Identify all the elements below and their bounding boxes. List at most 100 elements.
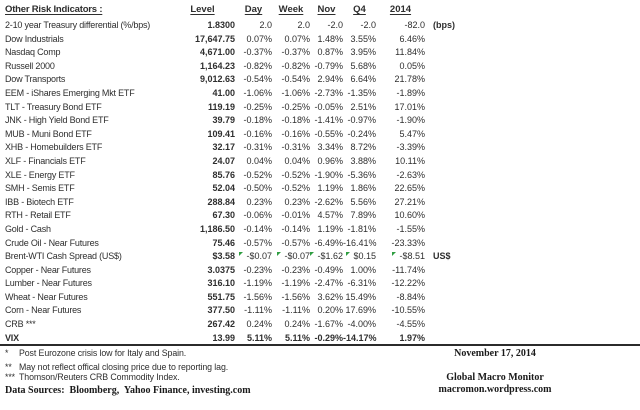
cell-day: -0.18% — [243, 115, 272, 126]
cell-week: -$0.07 — [272, 250, 310, 264]
cell-q4: 7.89% — [350, 210, 376, 221]
cell-week: -1.06% — [281, 87, 310, 98]
cell-nov: -2.73% — [314, 87, 343, 98]
cell-q4: 6.64% — [350, 74, 376, 85]
table-row: Gold - Cash 1,186.50 -0.14% -0.14% 1.19% -1.8… — [0, 223, 470, 237]
cell-week: -0.54% — [281, 74, 310, 85]
cell-y2014: 27.21% — [394, 196, 425, 207]
cell-level: 13.99 — [212, 332, 235, 343]
cell-y2014: -1.55% — [396, 223, 425, 234]
cell-y2014: -$8.51 — [376, 250, 425, 264]
table-row: MUB - Muni Bond ETF 109.41 -0.16% -0.16% -0.… — [0, 128, 470, 142]
cell-q4: 8.72% — [350, 142, 376, 153]
cell-y2014: 21.78% — [394, 74, 425, 85]
cell-day: -0.23% — [243, 264, 272, 275]
cell-label: IBB - Biotech ETF — [5, 196, 74, 207]
cell-q4: 1.86% — [350, 183, 376, 194]
cell-week: -0.37% — [281, 47, 310, 58]
cell-nov: -2.62% — [314, 196, 343, 207]
cell-week: 0.23% — [284, 196, 310, 207]
cell-label: XLE - Energy ETF — [5, 169, 75, 180]
cell-y2014: 6.46% — [399, 33, 425, 44]
cell-week: 0.24% — [284, 319, 310, 330]
cell-level: 1.8300 — [207, 20, 235, 30]
table-row: Crude Oil - Near Futures 75.46 -0.57% -0.57… — [0, 237, 470, 251]
cell-nov: -0.49% — [314, 264, 343, 275]
table-body: 2-10 year Treasury differential (%/bps) 1… — [0, 19, 470, 345]
cell-q4: 17.69% — [345, 305, 376, 316]
table-row: VIX 13.99 5.11% 5.11% -0.29% -14.17% 1.97% — [0, 332, 470, 346]
cell-day: 0.24% — [246, 319, 272, 330]
cell-day: -0.16% — [243, 128, 272, 139]
cell-q4: -5.36% — [347, 169, 376, 180]
cell-extra — [425, 169, 470, 183]
cell-extra — [425, 101, 470, 115]
column-header-day: Day — [244, 4, 263, 15]
cell-week: 2.0 — [297, 20, 310, 30]
cell-week: -1.56% — [281, 291, 310, 302]
cell-level: $3.58 — [212, 251, 235, 262]
cell-day: -0.31% — [243, 142, 272, 153]
cell-day: -1.19% — [243, 278, 272, 289]
cell-nov: 1.48% — [317, 33, 343, 44]
cell-week: -0.25% — [281, 101, 310, 112]
cell-level: 17,647.75 — [194, 33, 235, 44]
table-row: Corn - Near Futures 377.50 -1.11% -1.11% 0.2… — [0, 304, 470, 318]
cell-nov: -0.29% — [314, 332, 343, 343]
table-row: RTH - Retail ETF 67.30 -0.06% -0.01% 4.57% 7.… — [0, 209, 470, 223]
cell-q4: 2.51% — [350, 101, 376, 112]
cell-level: 24.07 — [212, 155, 235, 166]
column-header-spacer — [425, 2, 470, 18]
report-date: November 17, 2014 — [454, 348, 536, 359]
cell-y2014: -3.39% — [396, 142, 425, 153]
cell-nov: -1.67% — [314, 319, 343, 330]
cell-week: -0.23% — [281, 264, 310, 275]
cell-level: 39.79 — [212, 115, 235, 126]
cell-day: -$0.07 — [235, 250, 272, 264]
cell-extra — [425, 182, 470, 196]
cell-nov: -6.49% — [314, 237, 343, 248]
data-sources: Data Sources: Bloomberg, Yahoo Finance, … — [5, 385, 251, 396]
cell-nov: 2.94% — [317, 74, 343, 85]
cell-label: XLF - Financials ETF — [5, 155, 86, 166]
cell-day: 2.0 — [259, 20, 272, 30]
report-meta: November 17, 2014 Global Macro Monitor m… — [400, 348, 590, 395]
cell-week: -0.01% — [281, 210, 310, 221]
footnote: *** Thomson/Reuters CRB Commodity Index. — [5, 372, 405, 382]
cell-y2014: -11.74% — [392, 264, 425, 275]
cell-nov: 0.96% — [317, 155, 343, 166]
cell-nov: 1.19% — [317, 223, 343, 234]
cell-nov: -0.79% — [314, 60, 343, 71]
cell-level: 41.00 — [212, 87, 235, 98]
cell-day: -1.56% — [243, 291, 272, 302]
table-header-row: Other Risk Indicators : Level Day Week N… — [0, 2, 470, 18]
cell-week: 0.07% — [284, 33, 310, 44]
cell-level: 119.19 — [207, 101, 235, 112]
cell-week: -0.52% — [281, 169, 310, 180]
cell-extra — [425, 73, 470, 87]
cell-day: -0.54% — [243, 74, 272, 85]
cell-day: -1.06% — [243, 87, 272, 98]
table-row: XHB - Homebuilders ETF 32.17 -0.31% -0.31% 3… — [0, 141, 470, 155]
cell-day: -0.82% — [243, 60, 272, 71]
cell-label: Crude Oil - Near Futures — [5, 237, 99, 248]
cell-extra — [425, 209, 470, 223]
cell-q4: -0.24% — [347, 128, 376, 139]
cell-q4: 5.56% — [350, 196, 376, 207]
cell-label: RTH - Retail ETF — [5, 210, 71, 221]
cell-y2014: -23.33% — [391, 237, 425, 248]
cell-level: 3.0375 — [207, 264, 235, 275]
cell-label: EEM - iShares Emerging Mkt ETF — [5, 87, 135, 98]
cell-extra — [425, 223, 470, 237]
cell-day: -0.57% — [243, 237, 272, 248]
cell-nov: -0.05% — [314, 101, 343, 112]
cell-extra — [425, 128, 470, 142]
cell-day: -0.37% — [243, 47, 272, 58]
cell-day: 5.11% — [246, 332, 272, 343]
table-row: Copper - Near Futures 3.0375 -0.23% -0.23% -… — [0, 264, 470, 278]
risk-indicators-table: Other Risk Indicators : Level Day Week N… — [0, 2, 470, 345]
cell-level: 377.50 — [207, 305, 235, 316]
cell-week: 5.11% — [284, 332, 310, 343]
cell-label: XHB - Homebuilders ETF — [5, 142, 103, 153]
cell-day: -1.11% — [244, 305, 272, 316]
